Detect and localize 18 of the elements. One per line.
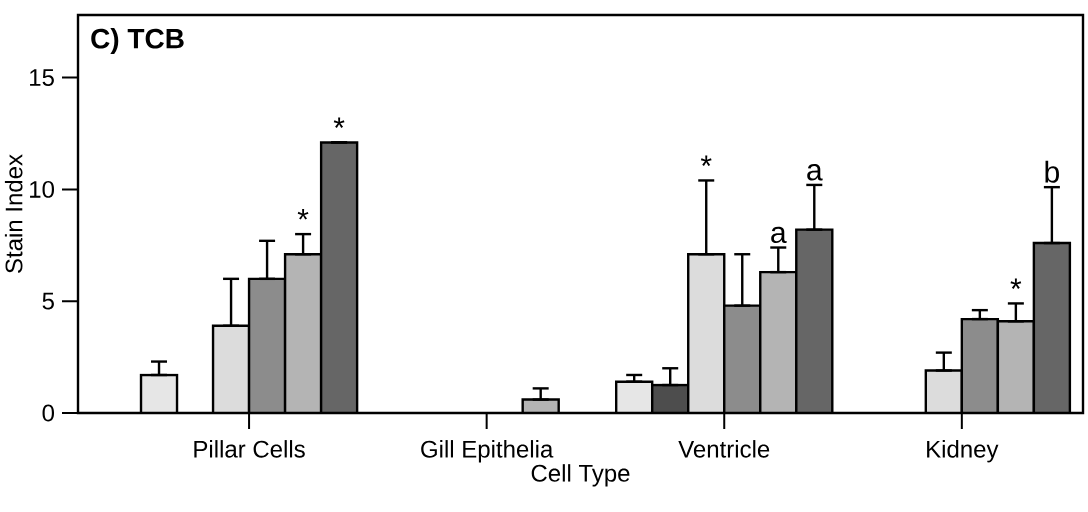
y-tick-label: 15 — [30, 69, 54, 86]
data-label: a — [807, 164, 823, 181]
x-tick-label: Pillar Cells — [194, 440, 305, 458]
y-tick-label: 5 — [42, 292, 54, 310]
chart-title: C) TCB — [91, 28, 184, 55]
x-tick-label: Ventricle — [678, 440, 770, 458]
y-tick-label: 0 — [42, 404, 55, 422]
data-label: b — [1045, 160, 1059, 183]
data-label: * — [700, 155, 712, 166]
x-tick-label: Gill Epithelia — [421, 440, 554, 463]
data-label: a — [771, 226, 787, 244]
y-axis-title: Stain Index — [4, 154, 23, 273]
x-axis-title: Cell Type — [531, 464, 630, 487]
x-tick-label: Kidney — [927, 440, 999, 463]
y-tick-label: 10 — [30, 180, 55, 198]
data-label: * — [297, 209, 309, 220]
data-label: * — [1010, 278, 1022, 289]
data-label: * — [333, 117, 345, 128]
